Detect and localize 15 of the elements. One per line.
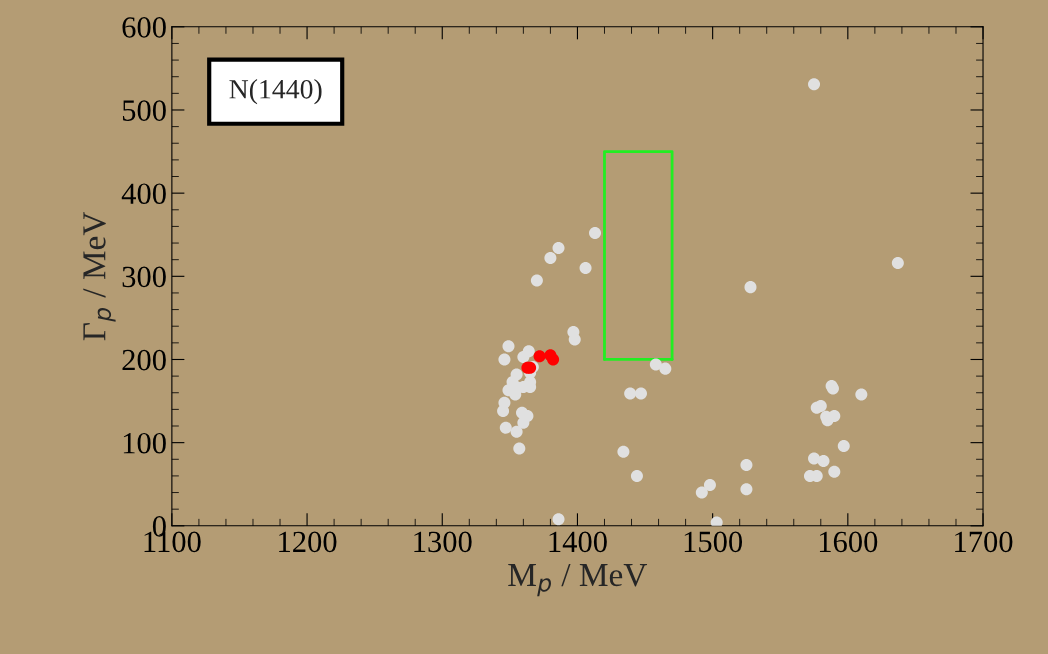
x-tick-label: 1300 [414,531,472,553]
y-tick-label: 400 [121,183,166,205]
x-tick-label: 1500 [684,531,743,553]
y-tick-label: 200 [122,349,166,371]
y-tick-label: 500 [122,100,166,121]
x-tick-label: 1200 [279,531,337,553]
y-tick-label: 300 [122,266,166,288]
y-tick-label: 600 [122,17,166,38]
x-tick-label: 1700 [955,531,1013,553]
y-tick-label: 100 [123,432,166,454]
x-axis-title: M$_{p}$ / MeV [508,563,648,597]
y-axis-title: Γ$_{p}$ / MeV [83,211,116,341]
x-tick-label: 1600 [819,531,878,553]
x-tick-label: 1400 [549,531,607,553]
annotation: N(1440) [229,79,322,105]
